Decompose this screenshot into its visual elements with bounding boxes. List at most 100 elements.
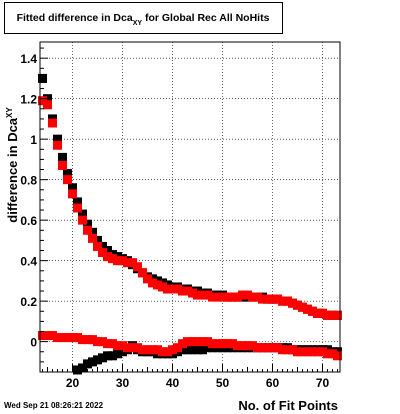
data-point (108, 254, 117, 264)
data-point (283, 296, 292, 306)
data-point (78, 215, 87, 225)
data-point (188, 337, 197, 347)
data-point (328, 349, 337, 359)
data-point (213, 292, 222, 302)
data-point (313, 308, 322, 318)
data-point (113, 341, 122, 351)
data-point (253, 343, 262, 353)
data-point (73, 197, 82, 207)
data-point (113, 256, 122, 266)
data-point (53, 134, 62, 144)
data-point (288, 345, 297, 355)
chart-title-main: Fitted difference in Dca (17, 12, 133, 24)
data-point (323, 310, 332, 320)
data-point (83, 359, 92, 369)
data-point (333, 351, 342, 361)
data-point (203, 290, 212, 300)
chart-title-suffix: for Global Rec All NoHits (142, 12, 270, 24)
chart-title-subscript: XY (133, 20, 143, 27)
data-point (288, 298, 297, 308)
data-point (308, 347, 317, 357)
data-point (158, 282, 167, 292)
data-point (153, 345, 162, 355)
x-tick-label: 20 (66, 376, 80, 390)
y-tick-label: 0.4 (20, 255, 37, 269)
x-tick-label: 50 (216, 376, 230, 390)
data-point (43, 100, 52, 110)
data-point (293, 347, 302, 357)
data-point (58, 333, 67, 343)
data-point (128, 258, 137, 268)
data-point (268, 294, 277, 304)
data-point (193, 290, 202, 300)
data-point (313, 347, 322, 357)
data-point (158, 347, 167, 357)
data-point (58, 160, 67, 170)
data-point (128, 343, 137, 353)
data-point (198, 290, 207, 300)
y-axis-label-subscript: XY (5, 107, 14, 118)
data-point (68, 333, 77, 343)
date-stamp: Wed Sep 21 08:26:21 2022 (4, 401, 104, 410)
data-point (103, 339, 112, 349)
data-point (88, 227, 97, 237)
data-point (123, 343, 132, 353)
data-point (118, 347, 127, 357)
data-point (163, 284, 172, 294)
data-point (48, 118, 57, 128)
data-point (93, 235, 102, 245)
data-point (93, 355, 102, 365)
x-axis-label: No. of Fit Points (238, 398, 338, 413)
data-point (243, 290, 252, 300)
data-point (248, 341, 257, 351)
data-point (163, 347, 172, 357)
data-point (118, 341, 127, 351)
data-point (233, 292, 242, 302)
data-point (258, 343, 267, 353)
data-point (103, 351, 112, 361)
data-point (153, 280, 162, 290)
data-point (233, 341, 242, 351)
data-point (43, 331, 52, 341)
data-point (273, 294, 282, 304)
data-point (168, 284, 177, 294)
data-point (293, 300, 302, 310)
data-point (113, 349, 122, 359)
data-point (83, 225, 92, 235)
data-point (278, 345, 287, 355)
data-point (78, 335, 87, 345)
data-point (88, 233, 97, 243)
data-point (63, 333, 72, 343)
data-point (188, 288, 197, 298)
data-point (78, 363, 87, 373)
data-point (328, 310, 337, 320)
data-point (38, 331, 47, 341)
data-point (253, 292, 262, 302)
data-point (198, 345, 207, 355)
data-point (148, 345, 157, 355)
data-point (98, 241, 107, 251)
y-tick-label: 1.2 (20, 93, 37, 107)
data-point (58, 152, 67, 162)
data-point (178, 345, 187, 355)
data-point (138, 345, 147, 355)
data-point (133, 343, 142, 353)
data-point (208, 339, 217, 349)
data-point (118, 256, 127, 266)
data-point (193, 345, 202, 355)
grid-lines (40, 42, 340, 372)
data-point (183, 345, 192, 355)
data-point (83, 335, 92, 345)
data-points (38, 73, 342, 375)
data-point (323, 349, 332, 359)
data-point (203, 337, 212, 347)
data-point (243, 341, 252, 351)
x-tick-label: 40 (166, 376, 180, 390)
data-point (83, 219, 92, 229)
data-point (143, 274, 152, 284)
y-tick-label: 0.8 (20, 174, 37, 188)
data-point (133, 262, 142, 272)
data-point (173, 284, 182, 294)
data-point (213, 339, 222, 349)
